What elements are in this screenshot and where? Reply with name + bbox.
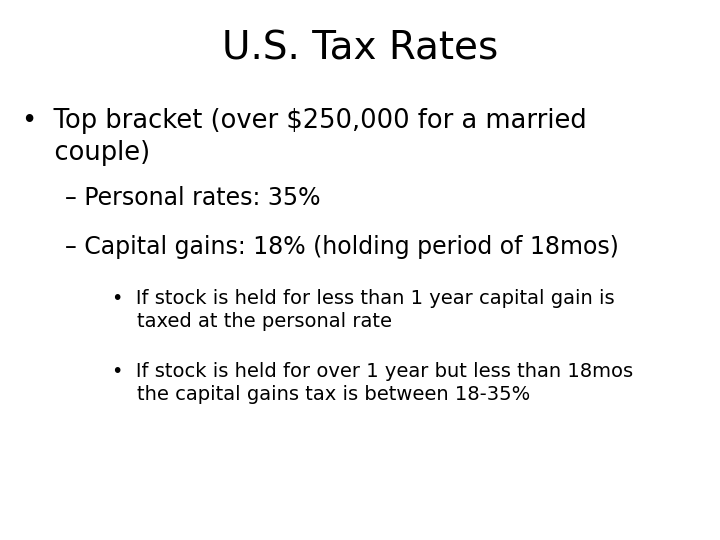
Text: – Capital gains: 18% (holding period of 18mos): – Capital gains: 18% (holding period of … <box>65 235 618 259</box>
Text: •  If stock is held for over 1 year but less than 18mos
    the capital gains ta: • If stock is held for over 1 year but l… <box>112 362 633 404</box>
Text: – Personal rates: 35%: – Personal rates: 35% <box>65 186 320 210</box>
Text: U.S. Tax Rates: U.S. Tax Rates <box>222 30 498 68</box>
Text: •  Top bracket (over $250,000 for a married
    couple): • Top bracket (over $250,000 for a marri… <box>22 108 586 166</box>
Text: •  If stock is held for less than 1 year capital gain is
    taxed at the person: • If stock is held for less than 1 year … <box>112 289 614 332</box>
